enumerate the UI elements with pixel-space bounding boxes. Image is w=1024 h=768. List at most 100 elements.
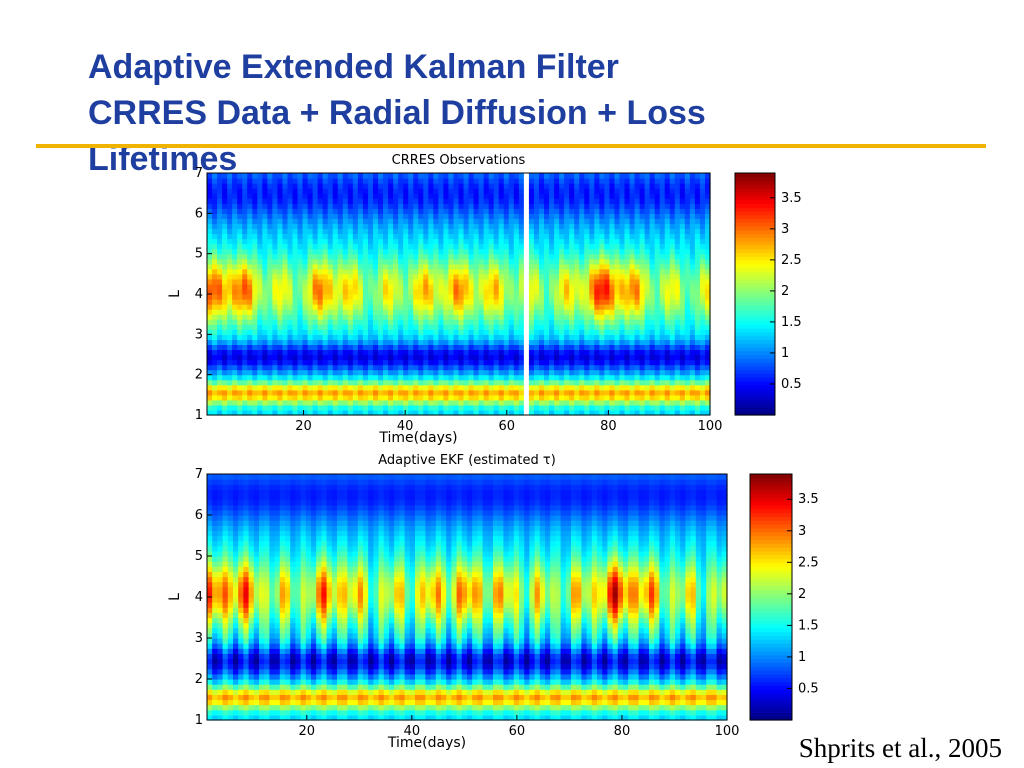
heatmap-cell <box>564 183 570 189</box>
heatmap-cell <box>523 404 530 411</box>
heatmap-cell <box>207 673 213 680</box>
heatmap-cell <box>679 268 686 275</box>
heatmap-cell <box>433 294 439 300</box>
heatmap-cell <box>508 349 515 356</box>
heatmap-cell <box>212 188 218 194</box>
heatmap-cell <box>674 243 681 250</box>
heatmap-cell <box>292 374 299 381</box>
heatmap-cell <box>644 324 651 330</box>
heatmap-cell <box>317 183 324 189</box>
heatmap-cell <box>312 218 319 225</box>
heatmap-cell <box>217 218 223 225</box>
heatmap-cell <box>644 344 651 351</box>
heatmap-cell <box>468 374 475 381</box>
heatmap-cell <box>352 324 359 330</box>
heatmap-cell <box>493 309 500 315</box>
heatmap-cell <box>483 329 490 335</box>
heatmap-cell <box>669 213 676 219</box>
heatmap-cell <box>493 208 500 214</box>
heatmap-cell <box>237 193 243 199</box>
heatmap-cell <box>418 399 424 406</box>
heatmap-cell <box>498 288 505 295</box>
heatmap-cell <box>337 188 344 194</box>
heatmap-cell <box>589 203 595 209</box>
heatmap-cell <box>257 399 263 406</box>
heatmap-cell <box>604 228 610 235</box>
heatmap-cell <box>609 299 616 305</box>
heatmap-cell <box>629 233 636 240</box>
heatmap-cell <box>212 658 218 665</box>
heatmap-cell <box>644 399 651 406</box>
heatmap-cells-2 <box>207 474 728 721</box>
heatmap-cell <box>704 364 711 371</box>
heatmap-cell <box>227 258 233 265</box>
heatmap-cell <box>212 617 218 624</box>
heatmap-cell <box>463 198 470 204</box>
heatmap-cell <box>448 198 455 204</box>
heatmap-cell <box>639 299 646 305</box>
heatmap-cell <box>679 228 686 235</box>
heatmap-cell <box>217 288 223 295</box>
heatmap-cell <box>232 188 238 194</box>
heatmap-cell <box>287 223 294 230</box>
heatmap-cell <box>352 299 359 305</box>
heatmap-cell <box>418 173 424 179</box>
heatmap-cell <box>408 324 414 330</box>
heatmap-cell <box>282 273 289 280</box>
heatmap-cell <box>302 294 309 300</box>
heatmap-cell <box>669 394 676 401</box>
heatmap-cell <box>574 203 580 209</box>
heatmap-cell <box>554 309 560 315</box>
heatmap-cell <box>458 369 465 376</box>
heatmap-cell <box>639 178 646 184</box>
heatmap-cell <box>302 329 309 335</box>
heatmap-cell <box>634 369 641 376</box>
heatmap-cell <box>508 374 515 381</box>
heatmap-cell <box>207 550 213 557</box>
heatmap-cell <box>614 178 621 184</box>
heatmap-cell <box>654 283 661 290</box>
heatmap-cell <box>488 304 495 310</box>
heatmap-cell <box>448 278 455 285</box>
heatmap-cell <box>554 253 560 260</box>
heatmap-cell <box>317 193 324 199</box>
heatmap-cell <box>237 404 243 411</box>
heatmap-cell <box>322 243 329 250</box>
heatmap-cell <box>694 223 701 230</box>
heatmap-cell <box>247 208 253 214</box>
heatmap-cell <box>604 213 610 219</box>
heatmap-cell <box>689 278 696 285</box>
heatmap-cell <box>569 283 575 290</box>
heatmap-cell <box>694 228 701 235</box>
heatmap-cell <box>448 188 455 194</box>
heatmap-cell <box>458 283 465 290</box>
heatmap-cell <box>212 714 218 721</box>
heatmap-cell <box>393 344 399 351</box>
heatmap-cell <box>614 248 621 255</box>
heatmap-cell <box>468 188 475 194</box>
heatmap-cell <box>423 283 429 290</box>
heatmap-cell <box>463 344 470 351</box>
heatmap-cell <box>433 263 439 270</box>
heatmap-cell <box>272 213 279 219</box>
heatmap-cell <box>569 273 575 280</box>
heatmap-cell <box>257 223 263 230</box>
heatmap-cell <box>227 364 233 371</box>
heatmap-cell <box>458 349 465 356</box>
heatmap-cell <box>227 309 233 315</box>
heatmap-cell <box>694 319 701 325</box>
heatmap-cell <box>383 314 389 320</box>
heatmap-cell <box>307 369 314 376</box>
heatmap-cell <box>513 283 520 290</box>
heatmap-cell <box>312 399 319 406</box>
heatmap-cell <box>207 576 213 583</box>
colorbar-segment <box>735 328 775 333</box>
heatmap-cell <box>272 198 279 204</box>
heatmap-cell <box>679 258 686 265</box>
heatmap-cell <box>684 283 691 290</box>
heatmap-cell <box>378 243 384 250</box>
heatmap-cell <box>302 314 309 320</box>
heatmap-cell <box>408 268 414 275</box>
heatmap-cell <box>589 243 595 250</box>
heatmap-cell <box>483 238 490 245</box>
